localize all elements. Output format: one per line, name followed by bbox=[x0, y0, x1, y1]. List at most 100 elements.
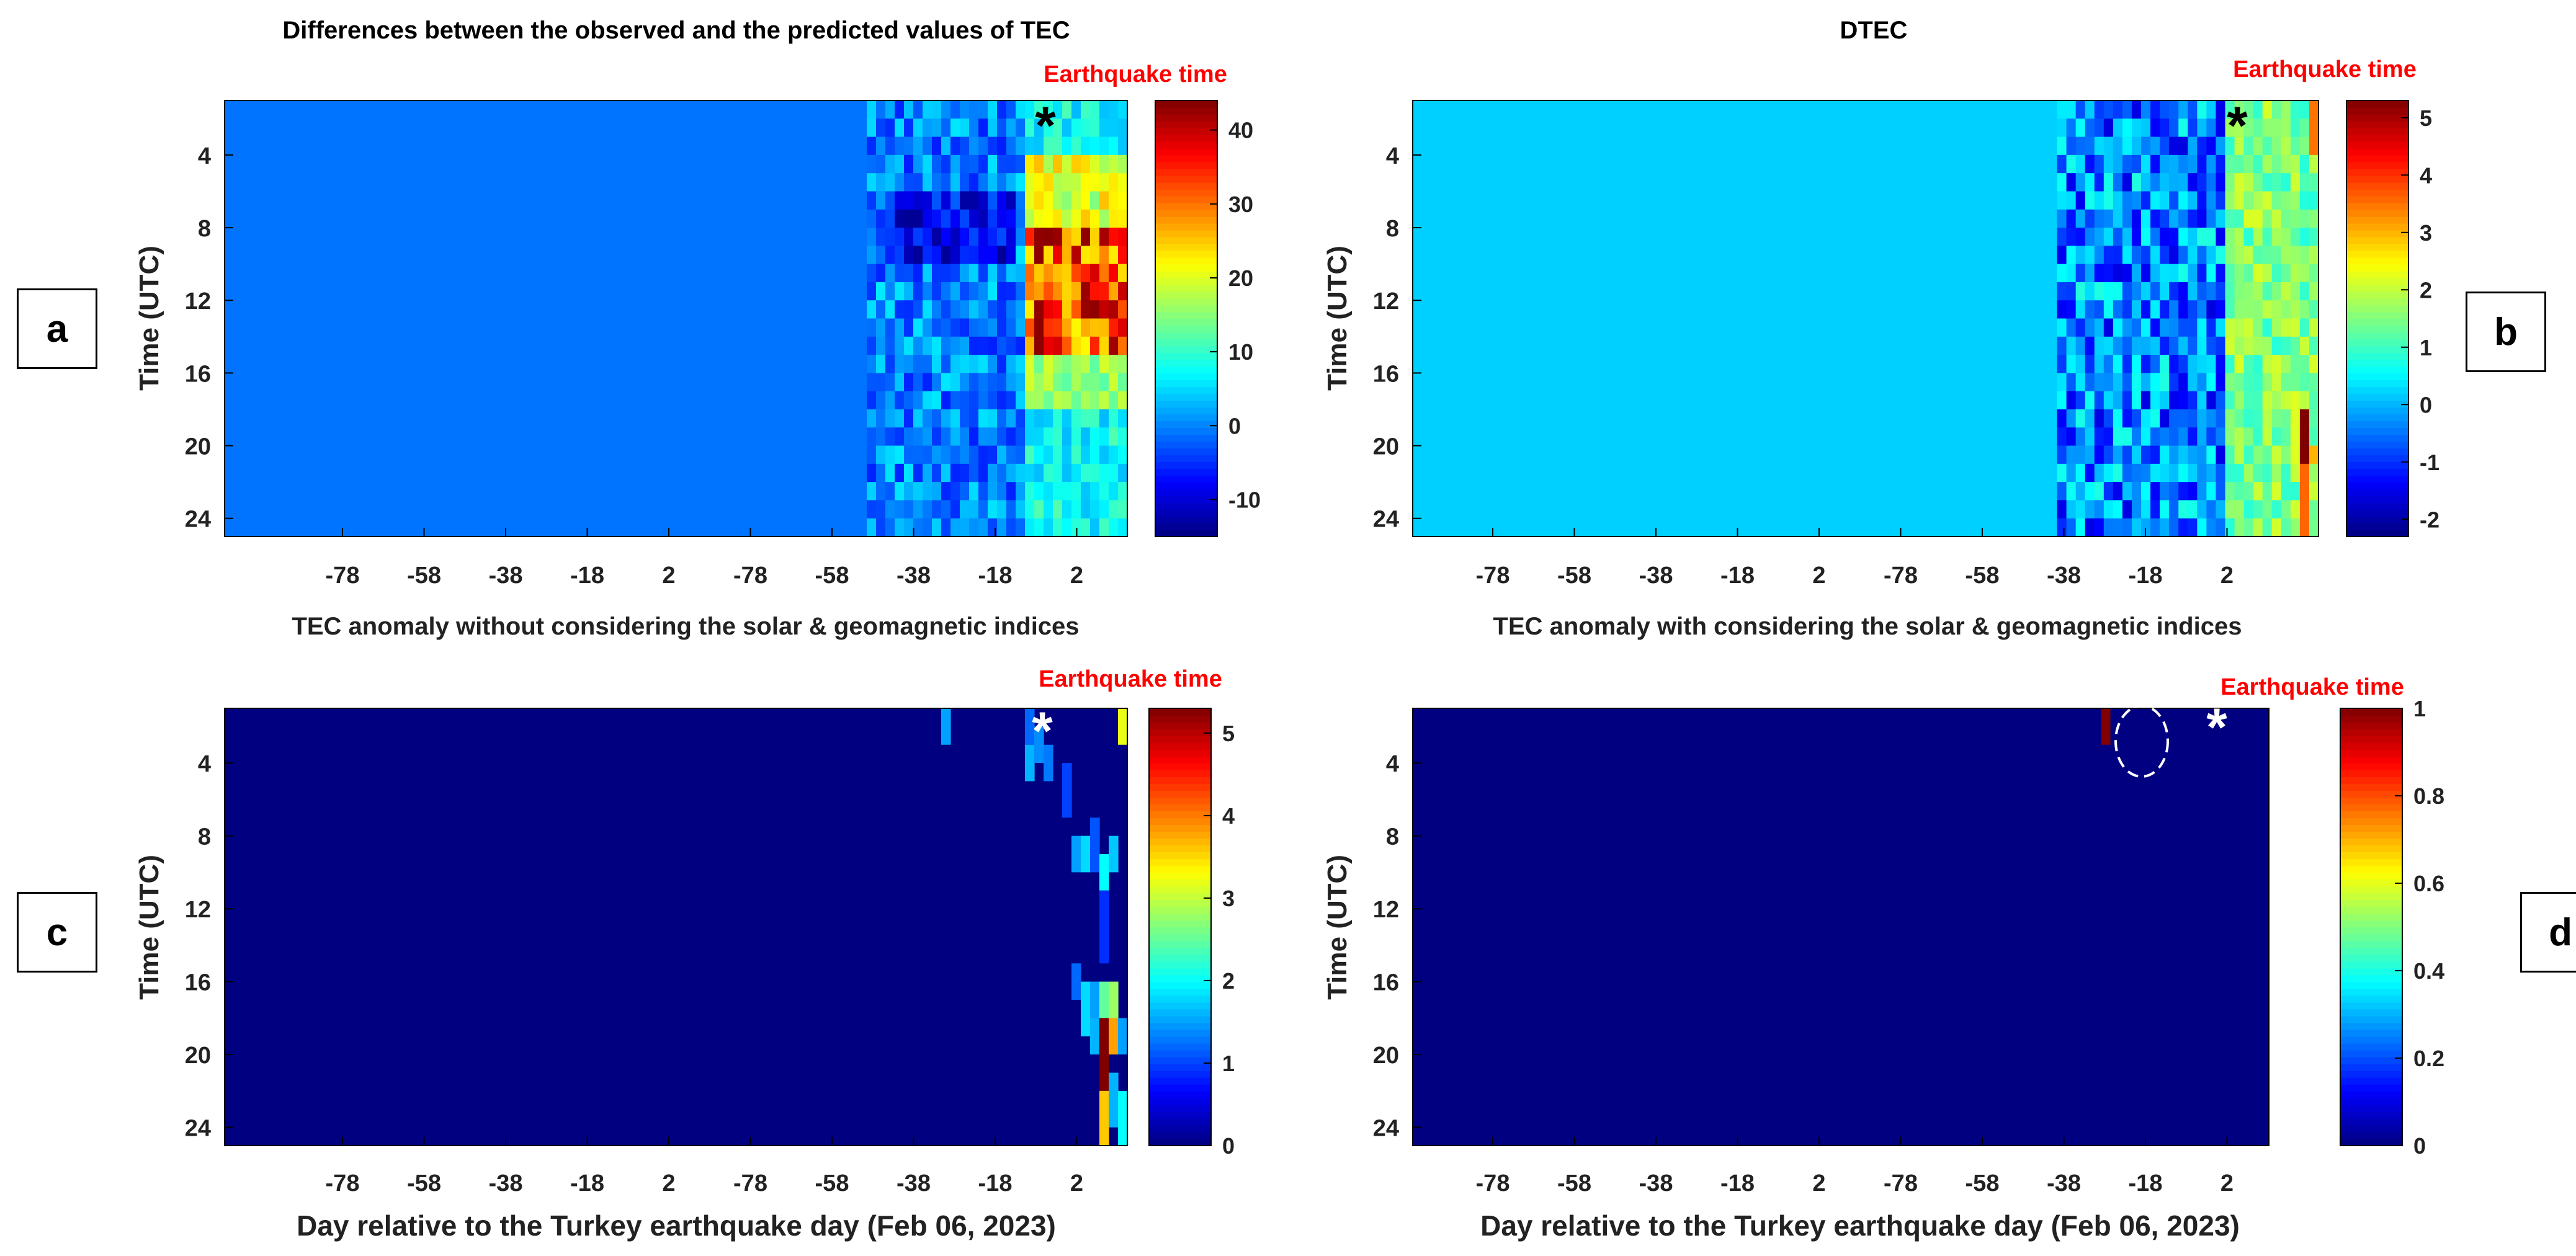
heatmap-cell bbox=[1071, 500, 1081, 519]
heatmap-cell bbox=[2113, 518, 2123, 537]
y-tick-label: 8 bbox=[1386, 824, 1399, 850]
heatmap-cell bbox=[2225, 427, 2235, 447]
colorbar-segment bbox=[2340, 763, 2402, 770]
heatmap-cell bbox=[2094, 463, 2104, 483]
heatmap-cell bbox=[1109, 336, 1119, 355]
heatmap-cell bbox=[932, 300, 942, 319]
heatmap-cell bbox=[1053, 445, 1063, 465]
heatmap-cell bbox=[1053, 409, 1063, 428]
heatmap-cell bbox=[2057, 228, 2067, 246]
heatmap-cell bbox=[2141, 445, 2151, 465]
heatmap-cell bbox=[2103, 264, 2114, 283]
heatmap-cell bbox=[969, 154, 979, 174]
heatmap-cell bbox=[1071, 427, 1081, 447]
heatmap-cell bbox=[2178, 154, 2188, 174]
plot-frame bbox=[224, 708, 1128, 1146]
heatmap-cell bbox=[2216, 391, 2226, 410]
heatmap-cell bbox=[2122, 518, 2132, 537]
heatmap-cell bbox=[1118, 409, 1128, 428]
colorbar-segment bbox=[2340, 1063, 2402, 1071]
heatmap-cell bbox=[2178, 318, 2188, 337]
heatmap-cell bbox=[2141, 246, 2151, 265]
heatmap-cell bbox=[2253, 355, 2263, 373]
heatmap-cell bbox=[1025, 209, 1035, 228]
heatmap-cell bbox=[2131, 118, 2142, 138]
heatmap-cell bbox=[2122, 318, 2132, 337]
heatmap-cell bbox=[2131, 136, 2142, 156]
heatmap-cell bbox=[2262, 445, 2273, 465]
heatmap-cell bbox=[2141, 154, 2151, 174]
heatmap-cell bbox=[960, 118, 970, 138]
heatmap-cell bbox=[2141, 300, 2151, 319]
heatmap-cell bbox=[2225, 118, 2235, 138]
heatmap-cell bbox=[1090, 300, 1100, 319]
x-tick-label: 2 bbox=[662, 1170, 675, 1196]
heatmap-cell bbox=[2281, 246, 2291, 265]
heatmap-cell bbox=[2216, 445, 2226, 465]
heatmap-cell bbox=[2094, 264, 2104, 283]
heatmap-cell bbox=[2188, 500, 2198, 519]
heatmap-cell bbox=[1006, 482, 1016, 501]
heatmap-cell bbox=[2262, 373, 2273, 392]
heatmap-cell bbox=[2066, 409, 2077, 428]
heatmap-cell bbox=[2206, 518, 2217, 537]
heatmap-cell bbox=[1118, 391, 1128, 410]
heatmap-cell bbox=[941, 482, 951, 501]
heatmap-cell bbox=[913, 264, 923, 283]
heatmap-cell bbox=[2216, 427, 2226, 447]
heatmap-cell bbox=[2243, 246, 2254, 265]
heatmap-cell bbox=[2150, 264, 2160, 283]
heatmap-cell bbox=[978, 427, 988, 447]
colorbar-segment bbox=[1149, 1070, 1211, 1078]
heatmap-cell bbox=[867, 100, 877, 119]
heatmap-cell bbox=[923, 300, 932, 319]
heatmap-cell bbox=[1034, 518, 1044, 537]
colorbar-segment bbox=[1149, 933, 1211, 942]
heatmap-cell bbox=[2243, 228, 2254, 246]
colorbar-segment bbox=[2340, 756, 2402, 764]
earthquake-time-label: Earthquake time bbox=[1044, 61, 1227, 87]
heatmap-cell bbox=[885, 445, 895, 465]
colorbar-segment bbox=[2340, 845, 2402, 853]
heatmap-cell bbox=[2206, 282, 2217, 301]
heatmap-cell bbox=[904, 463, 914, 483]
heatmap-cell bbox=[2271, 228, 2282, 246]
heatmap-cell bbox=[2309, 228, 2319, 246]
heatmap-cell bbox=[2299, 391, 2310, 410]
heatmap-cell bbox=[1090, 100, 1100, 119]
heatmap-cell bbox=[2057, 409, 2067, 428]
colorbar-segment bbox=[1149, 797, 1211, 805]
heatmap-cell bbox=[2169, 118, 2179, 138]
colorbar-segment bbox=[1155, 195, 1217, 203]
heatmap-cell bbox=[1006, 445, 1016, 465]
heatmap-cell bbox=[1081, 136, 1091, 156]
heatmap-cell bbox=[1090, 373, 1100, 392]
heatmap-cell bbox=[2225, 463, 2235, 483]
heatmap-cell bbox=[885, 209, 895, 228]
colorbar-segment bbox=[2346, 127, 2408, 135]
heatmap-cell bbox=[960, 282, 970, 301]
heatmap-cell bbox=[876, 173, 886, 192]
heatmap-cell bbox=[2057, 246, 2067, 265]
x-tick-label: -78 bbox=[733, 1170, 767, 1196]
heatmap-cell bbox=[1109, 228, 1119, 246]
heatmap-cell bbox=[1016, 246, 1026, 265]
heatmap-cell bbox=[2206, 391, 2217, 410]
colorbar-segment bbox=[1155, 318, 1217, 326]
heatmap-cell bbox=[978, 264, 988, 283]
heatmap-cell bbox=[2141, 355, 2151, 373]
heatmap-cell bbox=[913, 246, 923, 265]
heatmap-cell bbox=[2281, 445, 2291, 465]
heatmap-cell bbox=[997, 209, 1007, 228]
heatmap-cell bbox=[1006, 373, 1016, 392]
colorbar-segment bbox=[1155, 489, 1217, 496]
heatmap-cell bbox=[1053, 391, 1063, 410]
heatmap-cell bbox=[2057, 154, 2067, 174]
heatmap-cell bbox=[1062, 300, 1072, 319]
heatmap-cell bbox=[2178, 336, 2188, 355]
x-tick-label: -58 bbox=[815, 1170, 849, 1196]
heatmap-cell bbox=[1099, 355, 1109, 373]
heatmap-cell bbox=[2271, 518, 2282, 537]
colorbar-segment bbox=[1149, 811, 1211, 819]
heatmap-cell bbox=[2113, 154, 2123, 174]
